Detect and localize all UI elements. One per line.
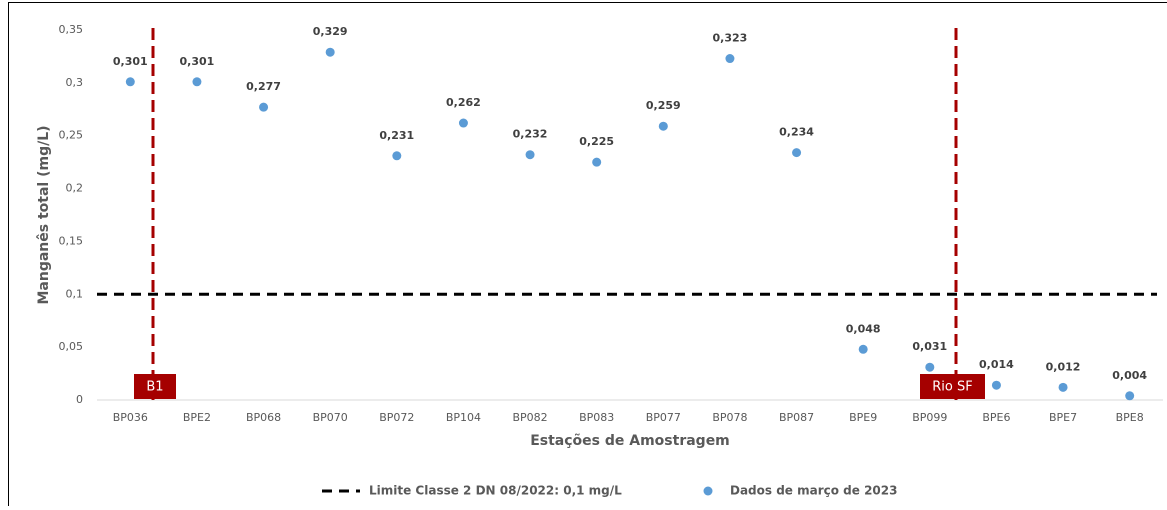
x-tick-label: BP070 [313, 411, 348, 424]
x-tick-label: BPE2 [183, 411, 211, 424]
value-label: 0,277 [246, 80, 281, 93]
x-tick-label: BP104 [446, 411, 481, 424]
x-tick-label: BPE6 [982, 411, 1010, 424]
y-tick-label: 0,3 [66, 76, 84, 89]
data-point [925, 363, 934, 372]
data-point [592, 158, 601, 167]
legend-marker [704, 487, 713, 496]
marker-label: B1 [146, 380, 163, 395]
x-tick-label: BP083 [579, 411, 614, 424]
y-tick-label: 0,2 [66, 182, 84, 195]
data-point [859, 345, 868, 354]
y-tick-label: 0 [76, 393, 83, 406]
data-point [659, 122, 668, 131]
value-label: 0,048 [846, 322, 881, 335]
value-label: 0,225 [579, 135, 614, 148]
y-tick-label: 0,35 [59, 23, 84, 36]
legend-label: Dados de março de 2023 [730, 484, 897, 498]
data-point [792, 148, 801, 157]
value-label: 0,262 [446, 96, 481, 109]
value-label: 0,329 [313, 25, 348, 38]
data-point [1125, 391, 1134, 400]
value-label: 0,301 [113, 55, 148, 68]
data-point [392, 151, 401, 160]
data-point [725, 54, 734, 63]
y-tick-label: 0,15 [59, 234, 84, 247]
x-tick-label: BPE7 [1049, 411, 1077, 424]
value-label: 0,231 [379, 129, 414, 142]
data-point [192, 77, 201, 86]
value-label: 0,234 [779, 126, 814, 139]
value-label: 0,323 [713, 32, 748, 45]
y-tick-label: 0,25 [59, 129, 84, 142]
legend-label: Limite Classe 2 DN 08/2022: 0,1 mg/L [369, 484, 622, 498]
y-axis-title: Manganês total (mg/L) [36, 125, 52, 304]
x-tick-label: BPE8 [1116, 411, 1144, 424]
x-tick-label: BP077 [646, 411, 681, 424]
x-tick-label: BP087 [779, 411, 814, 424]
data-point [992, 381, 1001, 390]
data-point [326, 48, 335, 57]
data-point [259, 103, 268, 112]
value-label: 0,301 [180, 55, 215, 68]
marker-label: Rio SF [932, 380, 972, 395]
data-point [459, 119, 468, 128]
data-point [126, 77, 135, 86]
x-tick-label: BPE9 [849, 411, 877, 424]
x-axis-title: Estações de Amostragem [530, 433, 730, 449]
value-label: 0,259 [646, 99, 681, 112]
value-label: 0,232 [513, 128, 548, 141]
x-tick-label: BP082 [512, 411, 547, 424]
data-point [526, 150, 535, 159]
chart-border [9, 3, 1167, 507]
x-tick-label: BP036 [113, 411, 148, 424]
value-label: 0,014 [979, 358, 1014, 371]
x-tick-label: BP068 [246, 411, 281, 424]
x-tick-label: BP099 [912, 411, 947, 424]
x-tick-label: BP078 [712, 411, 747, 424]
y-tick-label: 0,05 [59, 340, 84, 353]
x-tick-label: BP072 [379, 411, 414, 424]
value-label: 0,004 [1112, 369, 1147, 382]
value-label: 0,012 [1046, 360, 1081, 373]
value-label: 0,031 [912, 340, 947, 353]
data-point [1059, 383, 1068, 392]
y-tick-label: 0,1 [66, 287, 84, 300]
